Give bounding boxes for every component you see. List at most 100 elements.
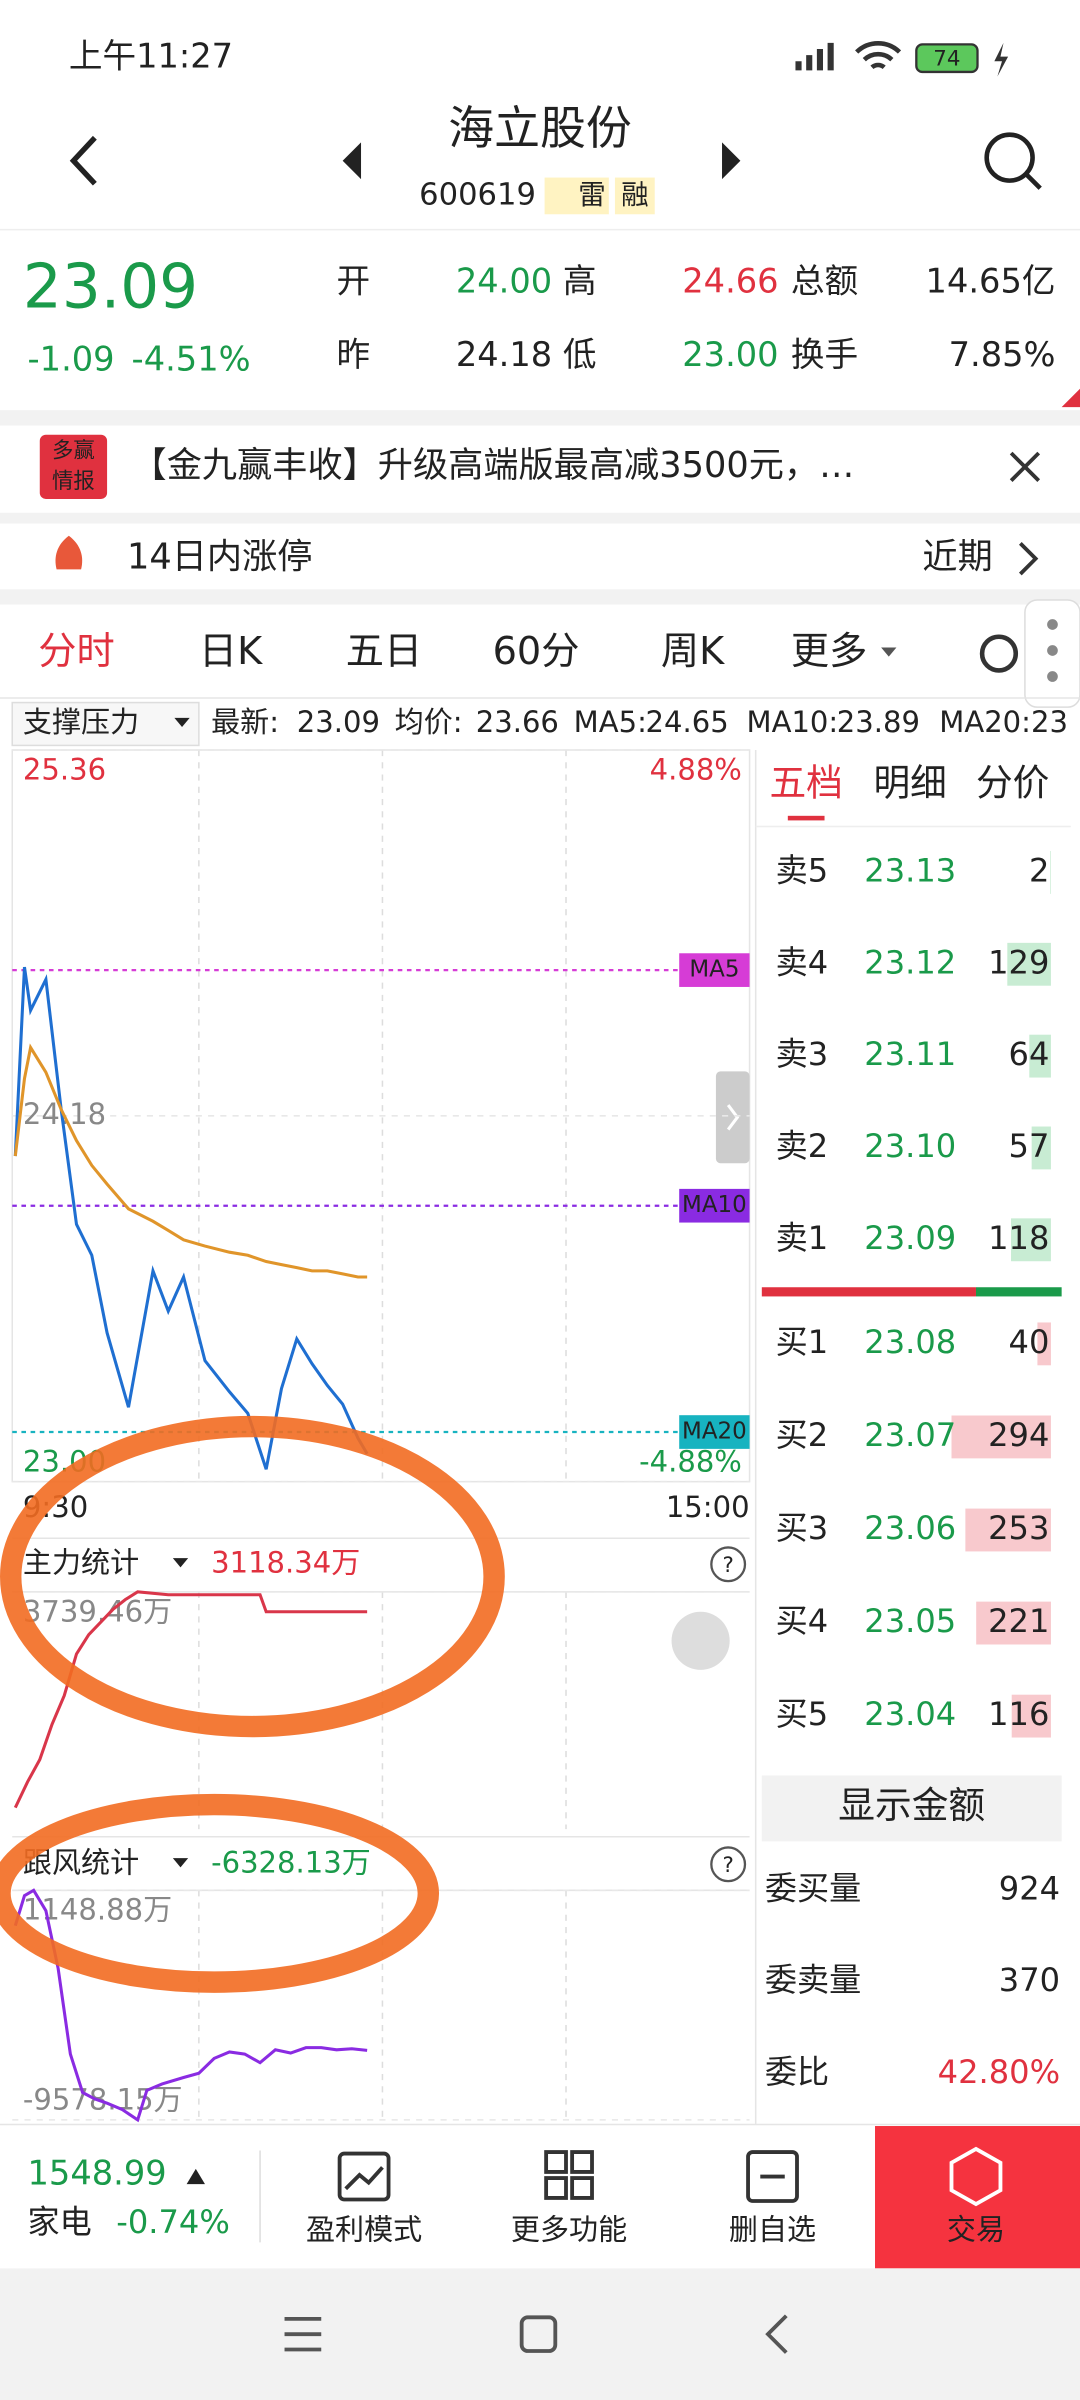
sub-latest: -6328.13万	[211, 1845, 371, 1879]
x-tick-label: 15:00	[666, 1490, 750, 1524]
volume-bar	[1011, 1218, 1051, 1262]
volume-bar	[1037, 1322, 1051, 1366]
indicator-value: 23.89	[837, 705, 920, 739]
series-line	[13, 1888, 368, 2123]
collapse-handle[interactable]	[715, 1071, 750, 1164]
book-price: 23.04	[864, 1695, 956, 1733]
stat-value: 924	[999, 1869, 1060, 1907]
banner-text[interactable]: 【金九赢丰收】升级高端版最高减3500元，…	[132, 445, 855, 486]
banner-logo	[39, 434, 108, 499]
indicator-value: 23	[1031, 705, 1068, 739]
book-label: 买3	[776, 1509, 829, 1547]
field-label: 总额	[791, 262, 858, 301]
volume-bar	[1011, 1694, 1051, 1738]
y-tick-label: 25.36	[23, 752, 106, 786]
signal-icon	[795, 42, 834, 71]
action-label[interactable]: 更多功能	[511, 2213, 627, 2247]
book-volume: 40	[1009, 1323, 1050, 1361]
prev-stock[interactable]	[342, 142, 362, 180]
field-value: 23.00	[682, 335, 778, 374]
book-price: 23.13	[864, 851, 956, 889]
indicator-label: MA10:	[747, 705, 839, 739]
nav-back[interactable]	[765, 2314, 788, 2354]
y2-tick-label: -4.88%	[639, 1444, 742, 1478]
action-label[interactable]: 删自选	[729, 2213, 816, 2247]
book-label: 卖1	[776, 1219, 829, 1257]
tab[interactable]: 更多	[791, 629, 867, 674]
tab[interactable]: 分时	[38, 629, 114, 674]
help-button[interactable]	[710, 1846, 747, 1883]
tab[interactable]: 60分	[493, 629, 580, 674]
expand-button[interactable]	[671, 1611, 730, 1670]
index-change[interactable]: -0.74%	[116, 2203, 230, 2241]
indicator-label: 均价:	[395, 705, 463, 739]
help-button[interactable]	[710, 1546, 747, 1583]
amount-button[interactable]	[761, 1775, 1062, 1842]
book-price: 23.10	[864, 1127, 956, 1165]
index-name[interactable]: 家电	[28, 2203, 92, 2241]
next-stock[interactable]	[722, 142, 741, 180]
battery	[915, 43, 979, 74]
book-price: 23.05	[864, 1602, 956, 1640]
price-change: -1.09	[28, 340, 115, 379]
book-tab[interactable]: 明细	[873, 762, 946, 805]
indicator-value: 23.09	[297, 705, 380, 739]
field-label: 低	[563, 335, 597, 374]
button-text[interactable]: 显示金额	[838, 1784, 985, 1827]
notice-link[interactable]: 近期	[922, 537, 992, 578]
tab[interactable]: 周K	[661, 629, 725, 674]
search-button[interactable]	[984, 132, 1035, 183]
logo-text: 多赢	[52, 439, 95, 464]
indicator-name[interactable]: 支撑压力	[23, 705, 139, 739]
tag-bg	[544, 177, 609, 215]
volume-bar	[976, 1601, 1051, 1645]
trade-button[interactable]	[875, 2126, 1080, 2269]
book-price: 23.11	[864, 1035, 956, 1073]
book-volume: 57	[1009, 1127, 1050, 1165]
ma-tag	[679, 1415, 750, 1449]
indicator-value: 23.66	[476, 705, 559, 739]
ma-label: MA5	[689, 957, 739, 983]
field-value: 24.66	[682, 262, 778, 301]
notice-text: 14日内涨停	[127, 537, 312, 578]
book-volume: 294	[988, 1416, 1049, 1454]
field-label: 换手	[791, 335, 858, 374]
book-volume: 129	[988, 943, 1049, 981]
stat-label: 委比	[765, 2053, 829, 2091]
book-tab[interactable]: 五档	[769, 762, 842, 805]
svg-text:?: ?	[722, 1853, 733, 1878]
book-label: 买4	[776, 1602, 829, 1640]
tab[interactable]: 日K	[199, 629, 263, 674]
series-line	[13, 966, 369, 1470]
battery-level: 74	[933, 47, 960, 72]
indicator-label: 最新:	[211, 705, 279, 739]
wifi-icon	[855, 41, 902, 70]
nav-home[interactable]	[519, 2315, 558, 2353]
action-label[interactable]: 盈利模式	[306, 2213, 422, 2247]
price-change-pct: -4.51%	[132, 340, 251, 379]
book-volume: 118	[988, 1219, 1049, 1257]
action-label[interactable]: 交易	[947, 2213, 1005, 2247]
book-tab[interactable]: 分价	[976, 762, 1049, 805]
tab[interactable]: 五日	[346, 629, 422, 674]
book-price: 23.06	[864, 1509, 956, 1547]
nav-menu[interactable]	[284, 2316, 322, 2352]
volume-bar	[1029, 1034, 1051, 1078]
volume-bar	[1007, 942, 1051, 986]
sub-title[interactable]: 主力统计	[23, 1545, 139, 1579]
book-label: 买2	[776, 1416, 829, 1454]
back-button[interactable]	[69, 135, 97, 186]
stat-value: 42.80%	[938, 2053, 1060, 2091]
series-line	[13, 1590, 368, 1809]
ma-tag	[679, 1188, 750, 1223]
settings-button[interactable]	[979, 634, 1019, 673]
logo-text: 情报	[52, 469, 95, 494]
close-banner[interactable]	[1009, 451, 1041, 482]
indicator-label: MA5:	[574, 705, 647, 739]
field-value: 24.00	[456, 262, 552, 301]
book-volume: 221	[988, 1602, 1049, 1640]
field-label: 高	[563, 262, 597, 301]
index-value[interactable]: 1548.99	[28, 2153, 167, 2192]
